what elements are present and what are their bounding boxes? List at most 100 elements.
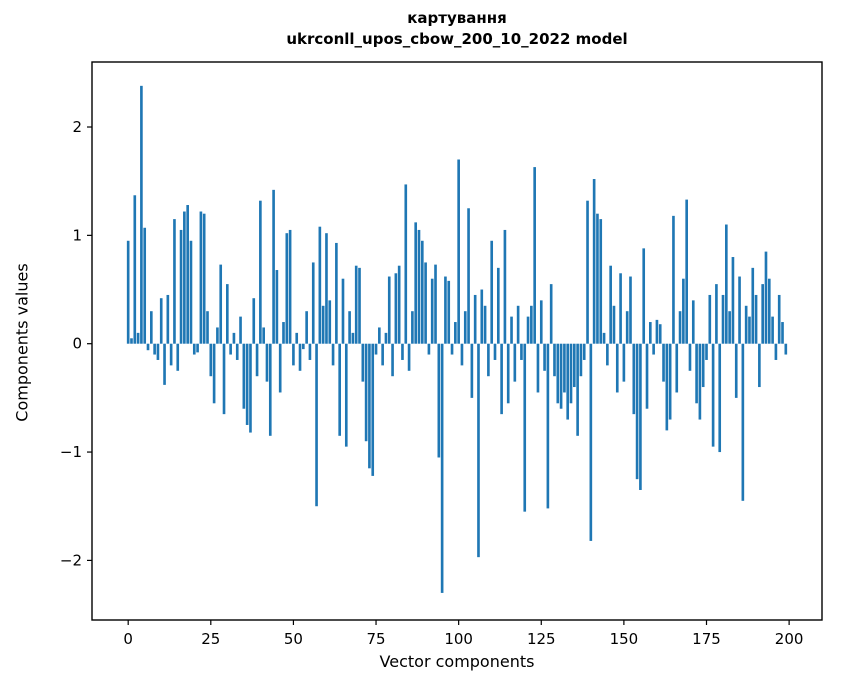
bar	[761, 284, 764, 344]
bar	[576, 343, 579, 436]
bar	[460, 343, 464, 366]
bar	[226, 284, 229, 344]
bar	[602, 332, 606, 344]
y-axis-label: Components values	[12, 263, 32, 422]
bar	[397, 265, 401, 344]
bar	[199, 211, 203, 344]
y-tick-label: −1	[60, 443, 82, 461]
x-tick-label: 0	[123, 630, 133, 648]
bar	[275, 270, 279, 344]
x-tick-label: 125	[527, 630, 556, 648]
bar	[249, 343, 252, 433]
bar	[767, 278, 771, 344]
bar	[493, 343, 497, 360]
bar	[156, 343, 160, 360]
bar	[559, 343, 563, 409]
bar	[298, 343, 302, 371]
bar	[335, 242, 338, 344]
bar	[166, 294, 170, 344]
bar	[212, 343, 216, 404]
bar	[414, 222, 418, 344]
x-tick-label: 150	[610, 630, 639, 648]
bar	[579, 343, 583, 377]
axes-frame	[91, 61, 823, 621]
bar	[543, 343, 546, 371]
bar	[546, 343, 550, 509]
bar	[685, 199, 688, 344]
bar	[354, 265, 358, 344]
bar	[434, 264, 437, 344]
bar	[523, 343, 527, 512]
bar	[477, 343, 480, 558]
chart-title-line2: ukrconll_upos_cbow_200_10_2022 model	[286, 30, 628, 48]
bar	[305, 311, 308, 344]
bar	[506, 343, 510, 404]
bar	[189, 240, 193, 344]
bar	[632, 343, 636, 415]
bar	[500, 343, 503, 415]
bar	[777, 294, 781, 344]
bar	[404, 184, 408, 344]
bar	[609, 265, 612, 344]
bar	[235, 343, 239, 360]
chart-title-line1: картування	[407, 9, 507, 27]
bar	[675, 343, 679, 393]
bar	[784, 343, 788, 355]
bar	[606, 343, 609, 366]
bar	[682, 278, 685, 344]
bar	[530, 305, 533, 344]
bar	[311, 262, 315, 344]
bar	[394, 273, 398, 344]
bar	[728, 311, 731, 344]
bar	[239, 316, 242, 344]
bar	[338, 343, 341, 436]
bar	[176, 343, 180, 371]
bar	[206, 311, 209, 344]
bar	[229, 343, 232, 355]
bar	[662, 343, 665, 382]
bar	[401, 343, 404, 360]
y-tick-label: 0	[72, 335, 82, 353]
bar	[473, 294, 477, 344]
bar	[691, 300, 695, 344]
bar	[153, 343, 156, 355]
chart-title: картування ukrconll_upos_cbow_200_10_202…	[92, 8, 822, 50]
bar	[331, 343, 335, 366]
bar	[444, 276, 447, 344]
bar	[526, 316, 530, 344]
bar	[126, 240, 130, 344]
x-tick-label: 100	[444, 630, 473, 648]
bar	[272, 189, 275, 344]
bar	[503, 229, 507, 344]
bar	[483, 305, 487, 344]
y-tick-label: 1	[72, 226, 82, 244]
bar	[196, 343, 199, 353]
bar	[668, 343, 672, 420]
bar	[282, 322, 285, 344]
x-tick-label: 200	[775, 630, 804, 648]
bar	[635, 343, 639, 480]
bar	[731, 257, 735, 344]
bar	[563, 343, 566, 393]
bar	[748, 316, 751, 344]
bar	[378, 327, 381, 344]
bar	[622, 343, 626, 382]
bar	[295, 332, 299, 344]
bar	[701, 343, 705, 388]
bar	[721, 294, 725, 344]
bar	[715, 284, 718, 344]
bar	[463, 311, 467, 344]
bar	[649, 322, 652, 344]
bar	[374, 343, 378, 355]
bar	[781, 322, 784, 344]
bar	[351, 332, 355, 344]
bar	[744, 305, 748, 344]
bar	[179, 229, 183, 344]
bar	[150, 311, 153, 344]
bar	[566, 343, 570, 420]
bar	[245, 343, 249, 425]
bar	[615, 343, 619, 393]
bar	[216, 327, 219, 344]
bar	[387, 276, 391, 344]
bar	[569, 343, 573, 404]
